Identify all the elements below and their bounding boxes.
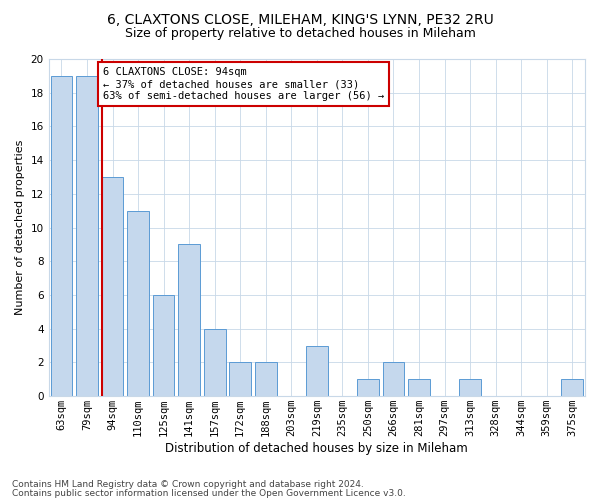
Bar xyxy=(459,380,481,396)
Text: 6, CLAXTONS CLOSE, MILEHAM, KING'S LYNN, PE32 2RU: 6, CLAXTONS CLOSE, MILEHAM, KING'S LYNN,… xyxy=(107,12,493,26)
Text: 6 CLAXTONS CLOSE: 94sqm
← 37% of detached houses are smaller (33)
63% of semi-de: 6 CLAXTONS CLOSE: 94sqm ← 37% of detache… xyxy=(103,68,384,100)
Text: Contains HM Land Registry data © Crown copyright and database right 2024.: Contains HM Land Registry data © Crown c… xyxy=(12,480,364,489)
Bar xyxy=(127,210,149,396)
Text: Size of property relative to detached houses in Mileham: Size of property relative to detached ho… xyxy=(125,28,475,40)
Bar xyxy=(357,380,379,396)
Bar xyxy=(101,177,124,396)
Bar xyxy=(255,362,277,396)
Y-axis label: Number of detached properties: Number of detached properties xyxy=(15,140,25,316)
Bar xyxy=(76,76,98,396)
Bar xyxy=(229,362,251,396)
Bar xyxy=(178,244,200,396)
Bar xyxy=(306,346,328,396)
Bar xyxy=(562,380,583,396)
X-axis label: Distribution of detached houses by size in Mileham: Distribution of detached houses by size … xyxy=(166,442,468,455)
Bar xyxy=(204,328,226,396)
Bar xyxy=(383,362,404,396)
Text: Contains public sector information licensed under the Open Government Licence v3: Contains public sector information licen… xyxy=(12,488,406,498)
Bar xyxy=(408,380,430,396)
Bar xyxy=(50,76,72,396)
Bar xyxy=(153,295,175,396)
